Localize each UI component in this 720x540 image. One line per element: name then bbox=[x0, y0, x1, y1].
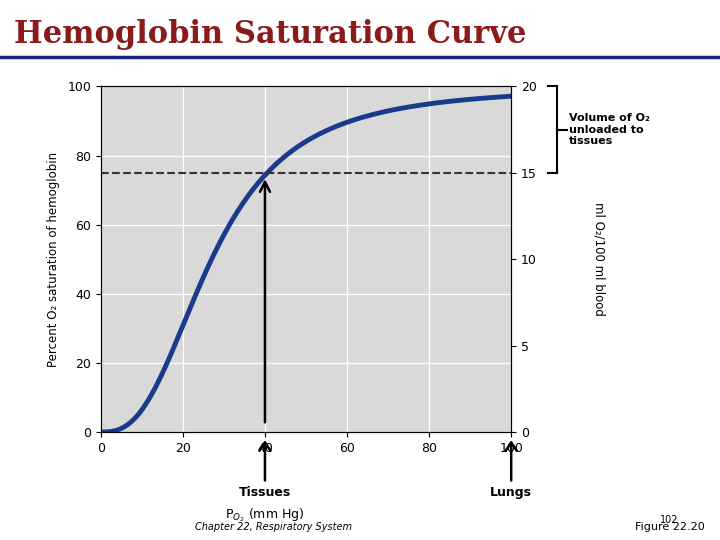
Text: Lungs: Lungs bbox=[490, 486, 532, 499]
Text: Chapter 22, Respiratory System: Chapter 22, Respiratory System bbox=[195, 522, 352, 532]
Text: P$_{O_2}$ (mm Hg): P$_{O_2}$ (mm Hg) bbox=[225, 507, 305, 524]
Text: Figure 22.20: Figure 22.20 bbox=[635, 522, 704, 532]
Text: 102: 102 bbox=[660, 515, 679, 525]
Y-axis label: ml O₂/100 ml blood: ml O₂/100 ml blood bbox=[593, 202, 606, 316]
Text: Hemoglobin Saturation Curve: Hemoglobin Saturation Curve bbox=[14, 19, 527, 50]
Y-axis label: Percent O₂ saturation of hemoglobin: Percent O₂ saturation of hemoglobin bbox=[48, 152, 60, 367]
Text: Volume of O₂
unloaded to
tissues: Volume of O₂ unloaded to tissues bbox=[569, 113, 649, 146]
Text: Tissues: Tissues bbox=[239, 486, 291, 499]
